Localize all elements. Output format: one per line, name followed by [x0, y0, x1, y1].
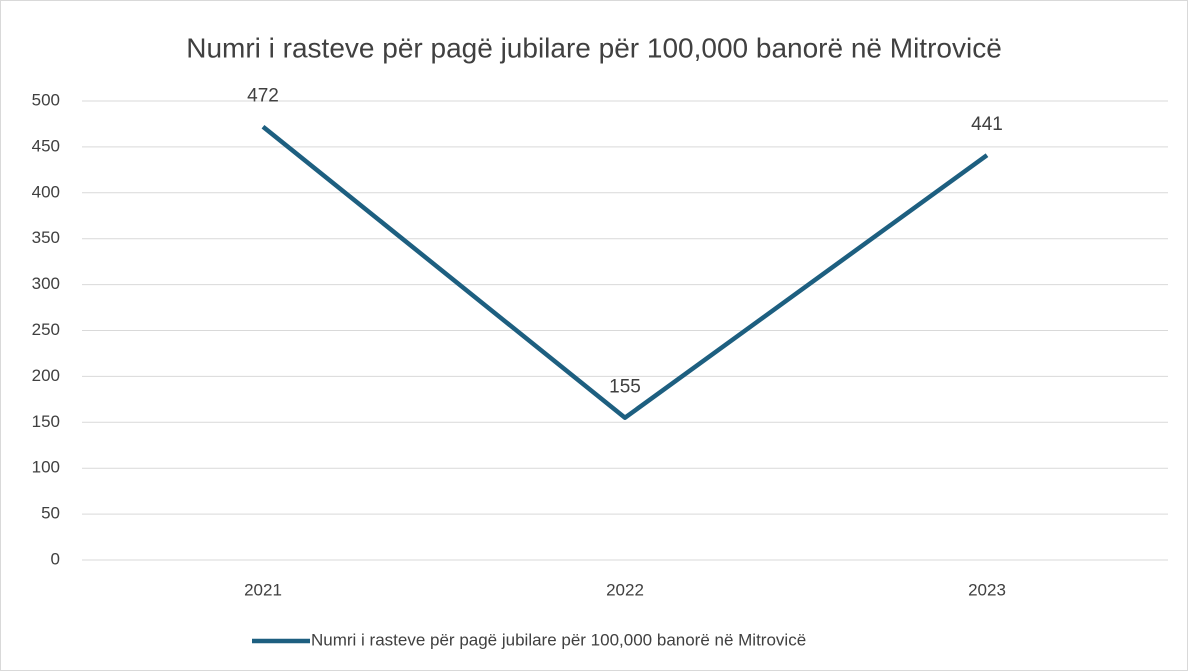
y-tick-label: 450 [32, 136, 60, 155]
legend-label: Numri i rasteve për pagë jubilare për 10… [311, 630, 806, 649]
y-tick-label: 150 [32, 412, 60, 431]
y-tick-label: 50 [41, 504, 60, 523]
x-tick-label: 2022 [606, 580, 644, 599]
y-tick-label: 500 [32, 90, 60, 109]
y-tick-label: 100 [32, 458, 60, 477]
y-tick-label: 350 [32, 228, 60, 247]
data-label: 155 [609, 377, 641, 398]
y-tick-label: 0 [51, 549, 60, 568]
y-tick-label: 400 [32, 182, 60, 201]
data-label: 472 [247, 86, 279, 107]
x-tick-label: 2021 [244, 580, 282, 599]
data-label: 441 [971, 114, 1003, 135]
y-tick-label: 250 [32, 320, 60, 339]
x-tick-label: 2023 [968, 580, 1006, 599]
chart-title: Numri i rasteve për pagë jubilare për 10… [186, 32, 1002, 63]
series-line [261, 124, 989, 420]
y-tick-label: 200 [32, 366, 60, 385]
y-tick-label: 300 [32, 274, 60, 293]
